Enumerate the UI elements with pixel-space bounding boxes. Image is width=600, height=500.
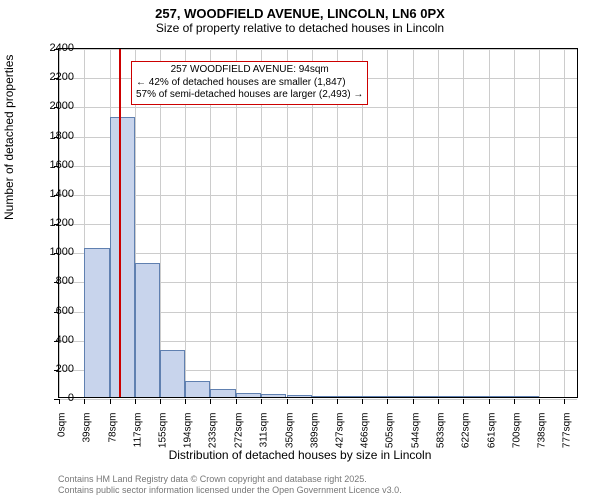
chart-title-block: 257, WOODFIELD AVENUE, LINCOLN, LN6 0PX …	[0, 0, 600, 35]
plot-area: 0sqm39sqm78sqm117sqm155sqm194sqm233sqm27…	[58, 48, 578, 398]
x-tick	[564, 399, 565, 404]
y-axis-title: Number of detached properties	[2, 55, 16, 220]
x-tick	[413, 399, 414, 404]
x-tick	[135, 399, 136, 404]
gridline-v	[539, 49, 540, 397]
footer-line1: Contains HM Land Registry data © Crown c…	[58, 474, 402, 485]
x-tick	[489, 399, 490, 404]
y-tick-label: 800	[34, 275, 74, 287]
marker-line	[119, 49, 121, 397]
x-tick	[287, 399, 288, 404]
x-tick	[463, 399, 464, 404]
x-tick	[261, 399, 262, 404]
gridline-h	[59, 253, 577, 254]
annotation-line: 57% of semi-detached houses are larger (…	[136, 89, 363, 102]
histogram-bar	[438, 396, 463, 397]
x-tick	[337, 399, 338, 404]
footer-attribution: Contains HM Land Registry data © Crown c…	[58, 474, 402, 496]
gridline-v	[564, 49, 565, 397]
y-tick-label: 1200	[34, 217, 74, 229]
title-line2: Size of property relative to detached ho…	[0, 21, 600, 35]
y-tick-label: 1400	[34, 188, 74, 200]
gridline-h	[59, 224, 577, 225]
histogram-bar	[463, 396, 488, 397]
x-tick	[514, 399, 515, 404]
gridline-h	[59, 107, 577, 108]
histogram-bar	[236, 393, 261, 397]
y-tick-label: 600	[34, 305, 74, 317]
title-line1: 257, WOODFIELD AVENUE, LINCOLN, LN6 0PX	[0, 6, 600, 21]
gridline-h	[59, 137, 577, 138]
y-tick-label: 1600	[34, 159, 74, 171]
y-tick-label: 400	[34, 334, 74, 346]
y-tick-label: 1800	[34, 130, 74, 142]
gridline-h	[59, 195, 577, 196]
x-tick	[362, 399, 363, 404]
histogram-bar	[84, 248, 109, 397]
histogram-bar	[387, 396, 412, 397]
histogram-bar	[210, 389, 235, 397]
y-tick-label: 2400	[34, 42, 74, 54]
gridline-v	[413, 49, 414, 397]
y-tick-label: 2000	[34, 100, 74, 112]
histogram-bar	[185, 381, 210, 397]
x-tick	[438, 399, 439, 404]
histogram-bar	[489, 396, 514, 397]
histogram-bar	[362, 396, 387, 397]
y-tick-label: 2200	[34, 71, 74, 83]
footer-line2: Contains public sector information licen…	[58, 485, 402, 496]
x-tick	[84, 399, 85, 404]
gridline-v	[463, 49, 464, 397]
y-tick-label: 200	[34, 363, 74, 375]
y-tick-label: 1000	[34, 246, 74, 258]
gridline-h	[59, 166, 577, 167]
gridline-v	[489, 49, 490, 397]
annotation-box: 257 WOODFIELD AVENUE: 94sqm← 42% of deta…	[131, 61, 368, 105]
annotation-line: 257 WOODFIELD AVENUE: 94sqm	[136, 64, 363, 77]
histogram-bar	[337, 396, 362, 397]
histogram-bar	[261, 394, 286, 397]
gridline-h	[59, 399, 577, 400]
x-tick	[539, 399, 540, 404]
x-tick	[236, 399, 237, 404]
x-tick	[312, 399, 313, 404]
annotation-line: ← 42% of detached houses are smaller (1,…	[136, 77, 363, 90]
histogram-bar	[287, 395, 312, 397]
gridline-h	[59, 49, 577, 50]
x-tick	[185, 399, 186, 404]
x-tick	[210, 399, 211, 404]
x-tick	[387, 399, 388, 404]
gridline-v	[438, 49, 439, 397]
x-axis-title: Distribution of detached houses by size …	[0, 448, 600, 462]
histogram-bar	[110, 117, 135, 397]
histogram-bar	[135, 263, 160, 397]
x-tick	[110, 399, 111, 404]
gridline-v	[387, 49, 388, 397]
histogram-bar	[160, 350, 185, 397]
histogram-bar	[413, 396, 438, 397]
histogram-bar	[312, 396, 337, 397]
histogram-bar	[514, 396, 539, 397]
y-tick-label: 0	[34, 392, 74, 404]
x-tick	[160, 399, 161, 404]
gridline-v	[514, 49, 515, 397]
chart-container: 0sqm39sqm78sqm117sqm155sqm194sqm233sqm27…	[58, 48, 578, 398]
